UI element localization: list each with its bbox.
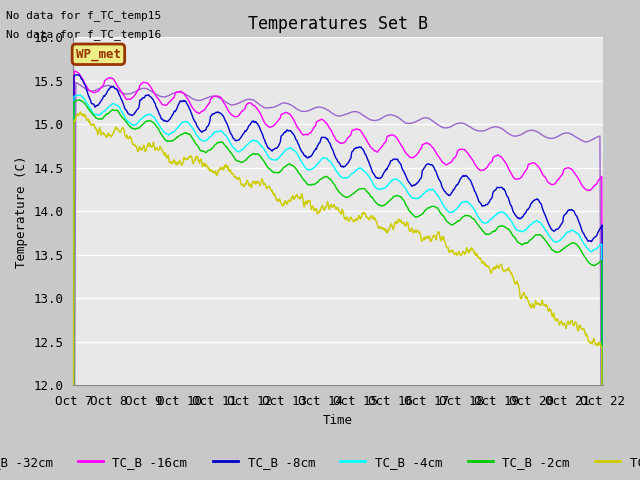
Title: Temperatures Set B: Temperatures Set B [248, 15, 428, 33]
Text: No data for f_TC_temp15: No data for f_TC_temp15 [6, 10, 162, 21]
Text: No data for f_TC_temp16: No data for f_TC_temp16 [6, 29, 162, 40]
Legend: TC_B -32cm, TC_B -16cm, TC_B -8cm, TC_B -4cm, TC_B -2cm, TC_B +4cm: TC_B -32cm, TC_B -16cm, TC_B -8cm, TC_B … [0, 451, 640, 474]
X-axis label: Time: Time [323, 414, 353, 427]
Y-axis label: Temperature (C): Temperature (C) [15, 155, 28, 267]
Text: WP_met: WP_met [76, 48, 121, 61]
